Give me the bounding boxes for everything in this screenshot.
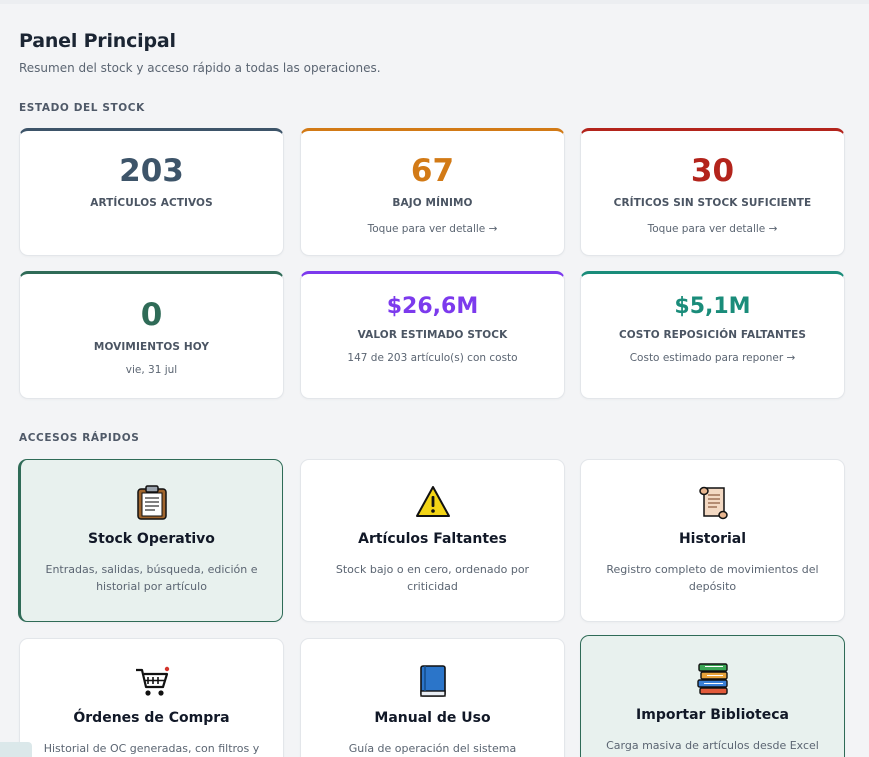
stat-card-active-items: 203 ARTÍCULOS ACTIVOS xyxy=(19,128,284,256)
stat-value: 30 xyxy=(690,153,735,189)
quick-card-historial[interactable]: Historial Registro completo de movimient… xyxy=(580,459,845,622)
stat-label: CRÍTICOS SIN STOCK SUFICIENTE xyxy=(613,197,812,209)
stat-label: BAJO MÍNIMO xyxy=(392,197,473,209)
card-description: Historial de OC generadas, con filtros y xyxy=(43,742,260,755)
page-title: Panel Principal xyxy=(19,30,176,52)
stat-value: 0 xyxy=(140,297,163,333)
stat-hint-link[interactable]: Toque para ver detalle → xyxy=(647,223,778,235)
card-title: Stock Operativo xyxy=(88,531,215,547)
stat-value: 203 xyxy=(119,153,184,189)
stat-hint-link[interactable]: Toque para ver detalle → xyxy=(367,223,498,235)
stat-label: MOVIMIENTOS HOY xyxy=(93,341,210,353)
warning-icon xyxy=(415,486,450,517)
corner-tab[interactable] xyxy=(0,742,32,757)
scroll-icon xyxy=(698,486,728,520)
section-label-quick-access: ACCESOS RÁPIDOS xyxy=(19,432,140,444)
clipboard-icon xyxy=(136,485,167,520)
card-title: Importar Biblioteca xyxy=(636,707,789,723)
card-title: Órdenes de Compra xyxy=(73,710,230,726)
books-icon xyxy=(696,663,728,695)
card-title: Artículos Faltantes xyxy=(358,531,507,547)
quick-card-importar-biblioteca[interactable]: Importar Biblioteca Carga masiva de artí… xyxy=(580,635,845,757)
quick-card-ordenes-compra[interactable]: Órdenes de Compra Historial de OC genera… xyxy=(19,638,284,757)
page-subtitle: Resumen del stock y acceso rápido a toda… xyxy=(19,61,381,75)
book-icon xyxy=(419,665,446,697)
stat-card-below-minimum[interactable]: 67 BAJO MÍNIMO Toque para ver detalle → xyxy=(300,128,565,256)
shopping-cart-icon xyxy=(135,666,169,696)
section-label-stock: ESTADO DEL STOCK xyxy=(19,102,145,114)
dashboard-main: Panel Principal Resumen del stock y acce… xyxy=(19,30,844,75)
card-description: Carga masiva de artículos desde Excel xyxy=(606,739,819,752)
stat-card-movements-today: 0 MOVIMIENTOS HOY vie, 31 jul xyxy=(19,271,284,399)
stat-hint: 147 de 203 artículo(s) con costo xyxy=(347,352,518,364)
stat-date: vie, 31 jul xyxy=(125,364,178,376)
top-border xyxy=(0,0,869,4)
card-title: Historial xyxy=(678,531,747,547)
stat-value: 67 xyxy=(410,153,455,189)
stat-value: $5,1M xyxy=(674,294,751,319)
stat-label: ARTÍCULOS ACTIVOS xyxy=(90,197,213,209)
stat-card-stock-value: $26,6M VALOR ESTIMADO STOCK 147 de 203 a… xyxy=(300,271,565,399)
card-description: Entradas, salidas, búsqueda, edición e h… xyxy=(45,563,258,593)
quick-card-articulos-faltantes[interactable]: Artículos Faltantes Stock bajo o en cero… xyxy=(300,459,565,622)
quick-card-stock-operativo[interactable]: Stock Operativo Entradas, salidas, búsqu… xyxy=(18,459,283,622)
card-description: Registro completo de movimientos del dep… xyxy=(606,563,819,593)
card-title: Manual de Uso xyxy=(374,710,491,726)
stat-card-critical[interactable]: 30 CRÍTICOS SIN STOCK SUFICIENTE Toque p… xyxy=(580,128,845,256)
stat-label: VALOR ESTIMADO STOCK xyxy=(357,329,508,341)
card-description: Guía de operación del sistema xyxy=(348,742,517,755)
card-description: Stock bajo o en cero, ordenado por criti… xyxy=(335,563,530,593)
stat-label: COSTO REPOSICIÓN FALTANTES xyxy=(618,329,807,341)
quick-card-manual-uso[interactable]: Manual de Uso Guía de operación del sist… xyxy=(300,638,565,757)
stat-value: $26,6M xyxy=(386,294,479,319)
stat-card-replacement-cost[interactable]: $5,1M COSTO REPOSICIÓN FALTANTES Costo e… xyxy=(580,271,845,399)
stat-hint-link[interactable]: Costo estimado para reponer → xyxy=(629,352,796,364)
